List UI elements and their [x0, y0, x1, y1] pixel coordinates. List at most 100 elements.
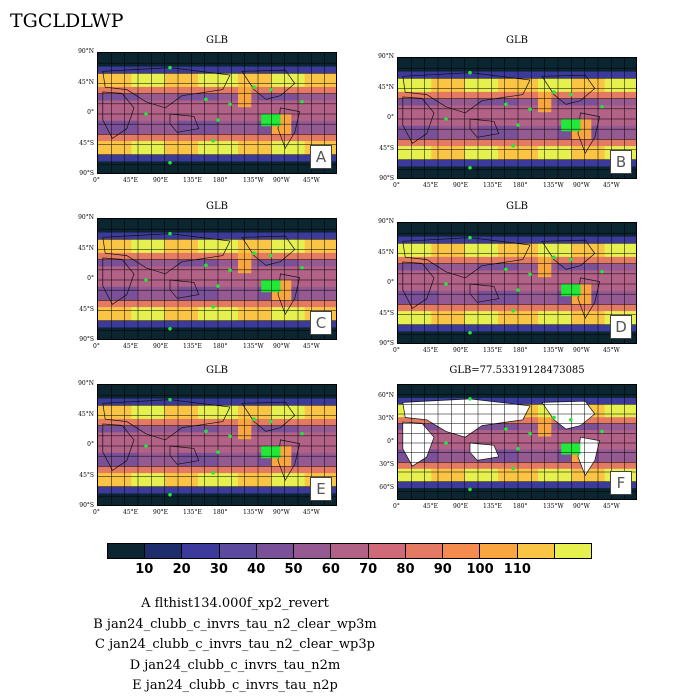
panel-title-e: GLB: [206, 365, 228, 376]
map-panel-c: C: [97, 218, 337, 340]
lon-tick-label: 180°: [213, 177, 228, 184]
colorbar-swatch: [405, 544, 444, 558]
lon-tick-label: 45°E: [123, 177, 139, 184]
lat-tick-label: 90°N: [78, 214, 94, 221]
lon-tick-label: 90°W: [273, 343, 290, 350]
lon-tick-label: 0°: [393, 182, 400, 189]
lon-tick-label: 90°E: [153, 177, 169, 184]
lon-tick-label: 0°: [393, 347, 400, 354]
lon-tick-label: 135°W: [243, 177, 264, 184]
colorbar-swatch: [108, 544, 146, 558]
colorbar-swatch: [294, 544, 332, 558]
legend-line-b: B jan24_clubb_c_invrs_tau_n2_clear_wp3m: [93, 616, 377, 632]
lat-tick-label: 60°N: [378, 391, 394, 399]
panel-title-d: GLB: [506, 201, 528, 212]
lat-tick-label: 45°S: [379, 144, 394, 152]
lon-tick-label: 135°E: [183, 177, 202, 184]
panel-label-c: C: [310, 311, 332, 335]
lat-tick-label: 90°S: [79, 170, 94, 177]
lon-tick-label: 45°W: [603, 347, 620, 354]
colorbar-swatch: [182, 544, 220, 558]
lat-tick-label: 45°N: [78, 244, 94, 252]
lon-tick-label: 180°: [513, 347, 528, 354]
lon-tick-label: 180°: [213, 509, 228, 516]
lon-tick-label: 135°E: [183, 509, 202, 516]
lat-tick-label: 90°N: [378, 218, 394, 225]
colorbar-swatch: [517, 544, 555, 558]
lat-tick-label: 0°: [87, 109, 94, 116]
lat-tick-label: 90°N: [378, 53, 394, 60]
colorbar-tick-label: 110: [503, 562, 531, 577]
map-panel-b: B: [397, 57, 637, 179]
lon-tick-label: 135°E: [483, 182, 502, 189]
lon-tick-label: 90°W: [573, 182, 590, 189]
colorbar-tick-label: 40: [247, 562, 266, 577]
colorbar-swatch: [368, 544, 406, 558]
lat-tick-label: 30°N: [378, 414, 394, 422]
map-panel-a: A: [97, 52, 337, 174]
lon-tick-label: 45°W: [303, 509, 320, 516]
colorbar-swatch: [443, 544, 481, 558]
colorbar-swatch: [480, 544, 518, 558]
lon-tick-label: 135°W: [543, 503, 564, 510]
lon-tick-label: 135°E: [483, 503, 502, 510]
lat-tick-label: 90°S: [379, 340, 394, 347]
legend-line-d: D jan24_clubb_c_invrs_tau_n2m: [129, 657, 341, 673]
lat-tick-label: 30°S: [379, 461, 394, 469]
lat-tick-label: 0°: [387, 438, 394, 445]
lon-tick-label: 90°W: [273, 509, 290, 516]
colorbar-tick-label: 70: [359, 562, 378, 577]
colorbar-swatch: [554, 544, 592, 558]
lat-tick-label: 45°N: [78, 410, 94, 418]
panel-title-f: GLB=77.53319128473085: [449, 365, 585, 376]
lat-tick-label: 0°: [387, 114, 394, 121]
legend-line-a: A flthist134.000f_xp2_revert: [141, 596, 329, 611]
lon-tick-label: 45°W: [303, 343, 320, 350]
colorbar: [107, 543, 592, 559]
lat-tick-label: 60°S: [379, 484, 394, 492]
colorbar-swatch: [145, 544, 183, 558]
lon-tick-label: 45°W: [603, 182, 620, 189]
figure-title: TGCLDLWP: [10, 10, 124, 32]
lon-tick-label: 45°E: [123, 509, 139, 516]
lon-tick-label: 90°W: [573, 347, 590, 354]
lon-tick-label: 45°E: [123, 343, 139, 350]
lat-tick-label: 45°S: [79, 305, 94, 313]
lon-tick-label: 0°: [93, 509, 100, 516]
lon-tick-label: 0°: [393, 503, 400, 510]
lat-tick-label: 0°: [87, 275, 94, 282]
legend-line-e: E jan24_clubb_c_invrs_tau_n2p: [132, 678, 338, 693]
colorbar-swatch: [331, 544, 369, 558]
lat-tick-label: 90°S: [79, 502, 94, 509]
lon-tick-label: 45°E: [423, 182, 439, 189]
lat-tick-label: 90°N: [78, 48, 94, 55]
lat-tick-label: 90°S: [379, 175, 394, 182]
lat-tick-label: 90°S: [79, 336, 94, 343]
colorbar-swatch: [256, 544, 295, 558]
panel-title-b: GLB: [506, 35, 528, 46]
panel-label-b: B: [610, 150, 632, 174]
lat-tick-label: 45°N: [78, 78, 94, 86]
colorbar-tick-label: 10: [135, 562, 154, 577]
colorbar-tick-label: 60: [321, 562, 340, 577]
lon-tick-label: 45°E: [423, 503, 439, 510]
lon-tick-label: 90°E: [453, 182, 469, 189]
panel-label-e: E: [310, 477, 332, 501]
lon-tick-label: 180°: [513, 503, 528, 510]
map-panel-f: F: [397, 384, 637, 500]
colorbar-tick-label: 90: [433, 562, 452, 577]
lon-tick-label: 90°W: [273, 177, 290, 184]
lon-tick-label: 90°W: [573, 503, 590, 510]
case-legend: A flthist134.000f_xp2_revert B jan24_clu…: [0, 596, 470, 699]
colorbar-tick-label: 30: [209, 562, 228, 577]
colorbar-tick-label: 20: [172, 562, 191, 577]
colorbar-swatch: [219, 544, 257, 558]
lat-tick-label: 45°N: [378, 83, 394, 91]
lon-tick-label: 135°W: [243, 509, 264, 516]
lon-tick-label: 90°E: [453, 503, 469, 510]
lon-tick-label: 180°: [213, 343, 228, 350]
lon-tick-label: 90°E: [453, 347, 469, 354]
panel-label-d: D: [610, 315, 632, 339]
lat-tick-label: 90°N: [78, 380, 94, 387]
lon-tick-label: 0°: [93, 343, 100, 350]
